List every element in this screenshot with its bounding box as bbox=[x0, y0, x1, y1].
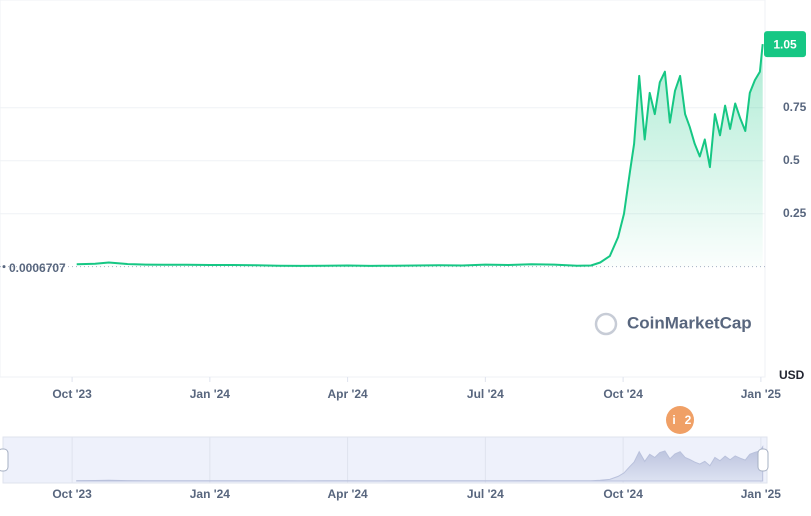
area bbox=[76, 44, 763, 267]
navigator-label: Oct '23 bbox=[52, 487, 92, 501]
currency-label: USD bbox=[779, 368, 805, 382]
x-tick-label: Jan '25 bbox=[741, 387, 782, 401]
watermark-logo bbox=[594, 312, 618, 336]
x-tick-label: Oct '24 bbox=[603, 387, 643, 401]
navigator-handle[interactable] bbox=[757, 448, 769, 472]
navigator-label: Apr '24 bbox=[328, 487, 369, 501]
y-tick-label: 0.5 bbox=[783, 153, 800, 167]
event-icon[interactable]: i bbox=[672, 413, 675, 427]
navigator-area bbox=[76, 445, 764, 482]
price-badge bbox=[764, 31, 806, 58]
price-line bbox=[76, 43, 764, 267]
y-tick-label: 0.75 bbox=[783, 100, 807, 114]
x-tick-label: Oct '23 bbox=[52, 387, 92, 401]
price-badge-label: 1.05 bbox=[773, 37, 797, 51]
x-tick-label: Jul '24 bbox=[467, 387, 504, 401]
marks: 0.25 0.5 0.75 Oct '23 Oct '23 Jan '24 Jan '24 A… bbox=[0, 31, 807, 501]
navigator-handle[interactable] bbox=[0, 448, 9, 472]
navigator-label: Oct '24 bbox=[603, 487, 643, 501]
x-tick-label: Jan '24 bbox=[190, 387, 231, 401]
navigator-label: Jan '25 bbox=[741, 487, 782, 501]
watermark: CoinMarketCap bbox=[627, 313, 752, 332]
baseline-label: 0.0006707 bbox=[9, 261, 66, 275]
navigator-label: Jul '24 bbox=[467, 487, 504, 501]
event-marker[interactable] bbox=[666, 406, 694, 434]
plot-frame bbox=[0, 0, 766, 378]
baseline-dot bbox=[2, 265, 6, 269]
x-tick-label: Apr '24 bbox=[328, 387, 369, 401]
event-count[interactable]: 2 bbox=[685, 413, 692, 427]
navigator-label: Jan '24 bbox=[190, 487, 231, 501]
y-tick-label: 0.25 bbox=[783, 206, 807, 220]
